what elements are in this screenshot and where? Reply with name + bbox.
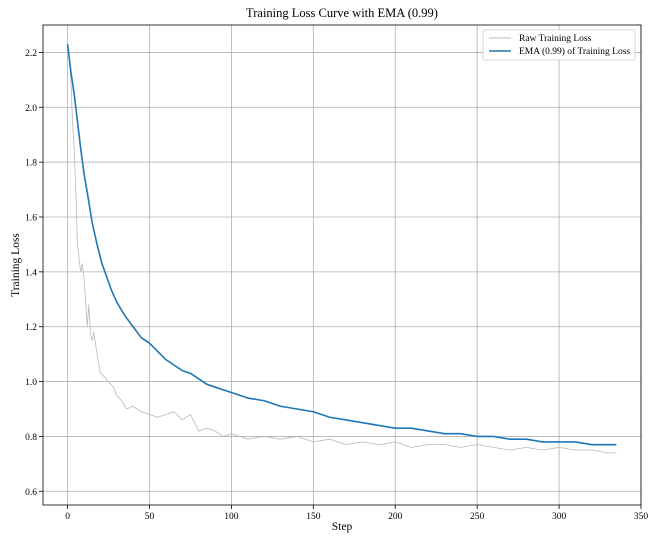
chart-title: Training Loss Curve with EMA (0.99) bbox=[246, 6, 438, 20]
x-tick-label: 50 bbox=[145, 512, 155, 522]
legend: Raw Training Loss EMA (0.99) of Training… bbox=[482, 29, 636, 61]
x-tick-label: 250 bbox=[470, 512, 485, 522]
y-tick-label: 2.2 bbox=[25, 49, 37, 59]
x-tick-label: 0 bbox=[65, 512, 70, 522]
ema-loss-line bbox=[66, 44, 617, 446]
raw-loss-line bbox=[67, 44, 617, 454]
y-tick-label: 2.0 bbox=[25, 104, 37, 114]
y-tick-label: 1.2 bbox=[25, 323, 37, 333]
x-tick-label: 350 bbox=[634, 512, 649, 522]
y-axis-label: Training Loss bbox=[10, 233, 22, 297]
legend-label-ema: EMA (0.99) of Training Loss bbox=[519, 46, 630, 57]
y-tick-label: 1.0 bbox=[25, 378, 37, 388]
y-tick-label: 1.6 bbox=[25, 214, 37, 224]
x-tick-label: 150 bbox=[306, 512, 321, 522]
plot-series bbox=[66, 44, 617, 454]
axes-frame bbox=[42, 24, 642, 506]
y-tick-label: 1.8 bbox=[25, 159, 37, 169]
y-tick-label: 1.4 bbox=[25, 268, 37, 278]
axis-ticks: 0 50 100 150 200 250 300 350 0.6 0.8 1.0 1.2 1.4 1.6 1… bbox=[25, 49, 648, 522]
x-axis-label: Step bbox=[332, 521, 353, 533]
legend-box bbox=[482, 29, 636, 61]
x-tick-label: 100 bbox=[224, 512, 239, 522]
y-tick-label: 0.6 bbox=[25, 488, 37, 498]
x-tick-label: 300 bbox=[552, 512, 567, 522]
y-tick-label: 0.8 bbox=[25, 433, 37, 443]
x-tick-label: 200 bbox=[388, 512, 403, 522]
legend-label-raw: Raw Training Loss bbox=[519, 34, 592, 44]
